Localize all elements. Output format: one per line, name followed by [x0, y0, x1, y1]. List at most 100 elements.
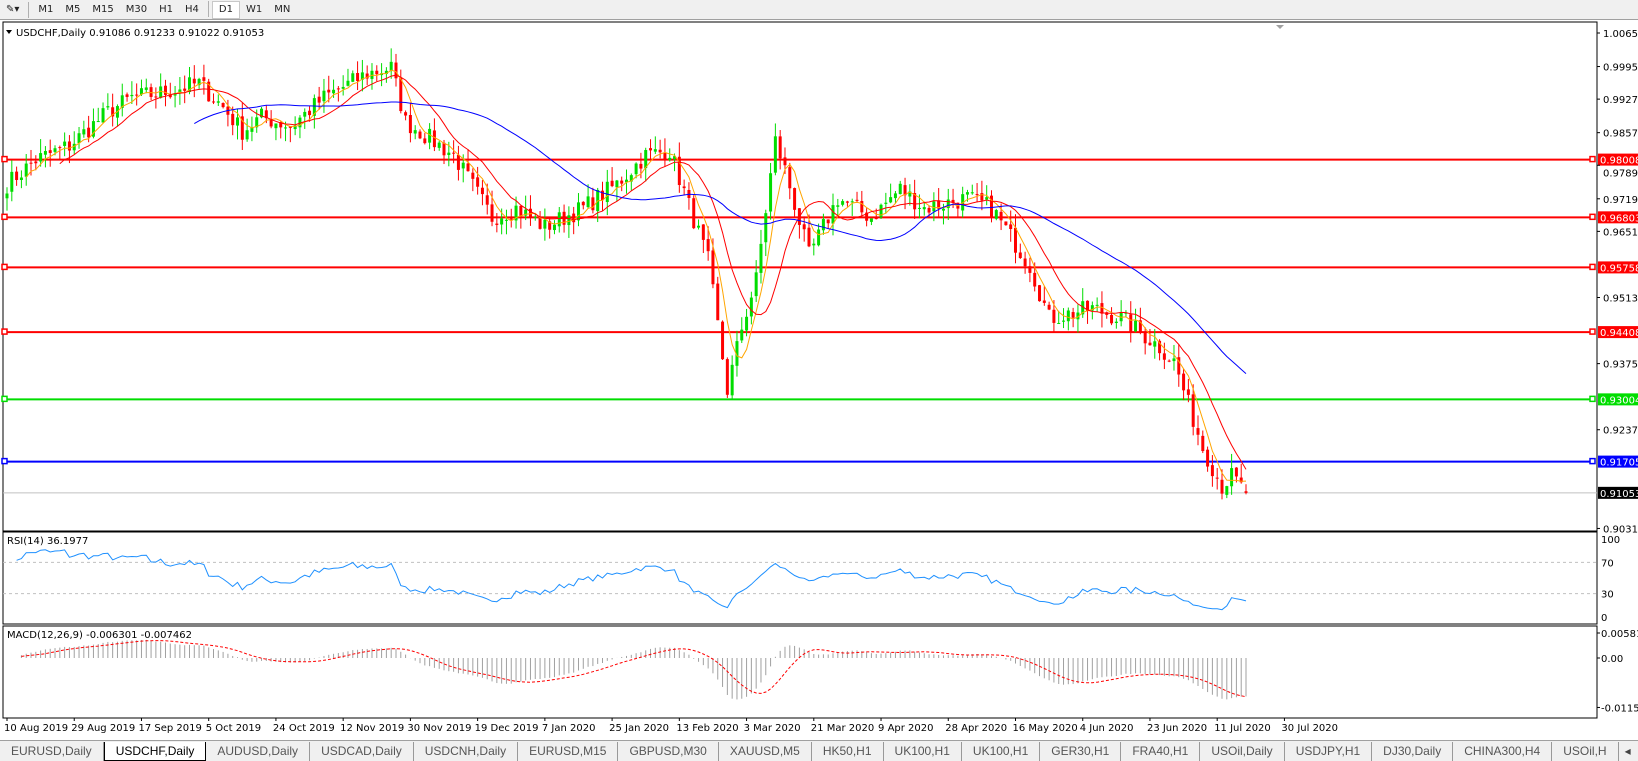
tab-eurusd-m15[interactable]: EURUSD,M15	[518, 741, 619, 761]
candle-body	[845, 201, 849, 203]
candle-body	[649, 148, 653, 151]
timeframe-m1[interactable]: M1	[38, 4, 54, 15]
candle-body	[1196, 428, 1200, 435]
level-price-label: 0.91705	[1600, 458, 1638, 469]
level-price-badge	[1598, 261, 1638, 274]
level-anchor-handle[interactable]	[1589, 213, 1596, 221]
candle-body	[989, 195, 993, 217]
candle-body	[951, 199, 955, 203]
candle-body	[706, 239, 710, 252]
tab-usoil-daily[interactable]: USOil,Daily	[1200, 741, 1285, 761]
candle-body	[620, 180, 624, 184]
candle-body	[711, 250, 715, 285]
tab-uk100-h1[interactable]: UK100,H1	[962, 741, 1041, 761]
candle-body	[500, 218, 504, 225]
level-anchor-handle[interactable]	[1, 155, 8, 163]
tab-uk100-h1[interactable]: UK100,H1	[884, 741, 962, 761]
candle-body	[764, 213, 768, 243]
candle-body	[1148, 342, 1152, 346]
candle-body	[773, 136, 777, 173]
tab-china300-h4[interactable]: CHINA300,H4	[1453, 741, 1553, 761]
macd-label: MACD(12,26,9) -0.006301 -0.007462	[7, 630, 192, 641]
date-label: 10 Aug 2019	[4, 723, 68, 734]
timeframe-h1[interactable]: H1	[159, 4, 174, 15]
tab-usoil-h[interactable]: USOil,H	[1552, 741, 1619, 761]
candle-body	[255, 117, 259, 128]
date-label: 5 Oct 2019	[206, 723, 261, 734]
candle-body	[668, 157, 672, 161]
level-anchor-handle[interactable]	[1, 328, 8, 335]
timeframe-w1[interactable]: W1	[245, 4, 263, 15]
date-label: 23 Jun 2020	[1147, 723, 1207, 734]
candle-body	[576, 202, 580, 221]
timeframe-mn[interactable]: MN	[274, 4, 291, 15]
line-tools-icon[interactable]: ✎▾	[6, 4, 20, 15]
candle-body	[754, 272, 758, 297]
candle-body	[1138, 320, 1142, 333]
tab-usdcnh-daily[interactable]: USDCNH,Daily	[414, 741, 519, 761]
chart-shift-marker-icon[interactable]	[1276, 25, 1284, 29]
level-anchor-handle[interactable]	[1589, 155, 1596, 163]
candle-body	[524, 209, 528, 216]
candle-body	[471, 172, 475, 179]
candle-body	[802, 224, 806, 230]
level-anchor-handle[interactable]	[1589, 395, 1596, 403]
candle-body	[413, 130, 417, 134]
chart-canvas[interactable]: 0.98008 0.96803 0.95758 0.94408 0.93004 0.917…	[0, 20, 1638, 740]
candle-body	[927, 207, 931, 213]
tab-audusd-daily[interactable]: AUDUSD,Daily	[206, 741, 311, 761]
candle-body	[692, 198, 696, 229]
level-anchor-handle[interactable]	[1589, 328, 1596, 335]
tab-xauusd-m5[interactable]: XAUUSD,M5	[719, 741, 812, 761]
timeframe-m5[interactable]: M5	[65, 4, 81, 15]
level-anchor-handle[interactable]	[1, 263, 8, 271]
candle-body	[639, 163, 643, 169]
timeframe-m15[interactable]: M15	[92, 4, 114, 15]
level-anchor-handle[interactable]	[1, 213, 8, 221]
candle-body	[485, 195, 489, 205]
tab-ger30-h1[interactable]: GER30,H1	[1040, 741, 1122, 761]
candle-body	[1143, 332, 1147, 344]
tab-usdjpy-h1[interactable]: USDJPY,H1	[1285, 741, 1373, 761]
level-anchor-handle[interactable]	[1, 395, 8, 403]
tab-usdcad-daily[interactable]: USDCAD,Daily	[310, 741, 414, 761]
tab-gbpusd-m30[interactable]: GBPUSD,M30	[618, 741, 719, 761]
candle-body	[941, 208, 945, 211]
candle-body	[721, 321, 725, 360]
tab-eurusd-daily[interactable]: EURUSD,Daily	[0, 741, 104, 761]
level-anchor-handle[interactable]	[1, 457, 8, 465]
candle-body	[1172, 358, 1176, 362]
timeframe-h4[interactable]: H4	[185, 4, 199, 15]
candle-body	[72, 143, 76, 151]
candle-body	[509, 218, 513, 220]
chart-window[interactable]: 0.98008 0.96803 0.95758 0.94408 0.93004 0.917…	[0, 20, 1638, 740]
candle-body	[1158, 340, 1162, 354]
candle-body	[120, 95, 124, 108]
tabs-scroll-left-icon[interactable]: ◂	[1624, 744, 1631, 758]
tab-fra40-h1[interactable]: FRA40,H1	[1121, 741, 1201, 761]
candle-body	[841, 201, 845, 205]
toolbar-divider	[28, 1, 30, 18]
candle-body	[1028, 266, 1032, 273]
candle-body	[677, 156, 681, 186]
timeframe-d1[interactable]: D1	[211, 0, 240, 19]
candle-body	[346, 80, 350, 86]
tab-dj30-daily[interactable]: DJ30,Daily	[1372, 741, 1454, 761]
candle-body	[332, 89, 336, 94]
level-anchor-handle[interactable]	[1589, 457, 1596, 465]
level-anchor-handle[interactable]	[1589, 263, 1596, 271]
collapse-triangle-icon[interactable]	[6, 30, 12, 34]
candle-body	[43, 150, 47, 155]
candle-body	[730, 364, 734, 396]
rsi-tick-label: 0	[1601, 613, 1607, 624]
candle-body	[139, 88, 143, 95]
timeframe-m30[interactable]: M30	[125, 4, 148, 15]
candle-body	[34, 161, 38, 164]
tab-hk50-h1[interactable]: HK50,H1	[812, 741, 884, 761]
candle-body	[10, 171, 14, 192]
candle-body	[519, 205, 523, 217]
candle-body	[581, 201, 585, 206]
tab-usdchf-daily[interactable]: USDCHF,Daily	[103, 741, 207, 761]
candle-body	[207, 81, 211, 102]
